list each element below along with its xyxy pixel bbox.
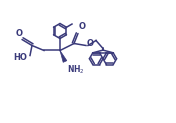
Text: O: O [79,23,86,31]
Text: NH$_2$: NH$_2$ [67,64,84,77]
Text: O: O [87,39,94,48]
Text: O: O [16,29,23,38]
Text: HO: HO [13,53,27,62]
Polygon shape [60,51,67,62]
